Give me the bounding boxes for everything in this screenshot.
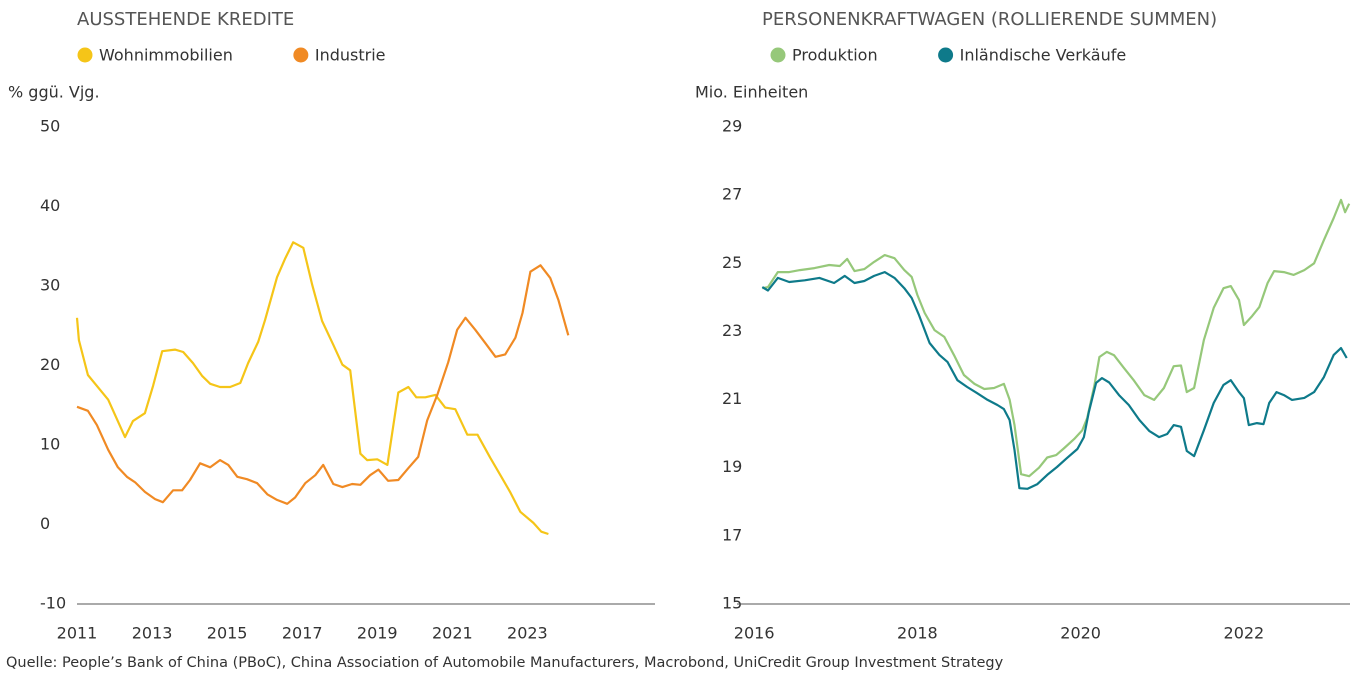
y-axis-label: % ggü. Vjg. — [8, 83, 100, 102]
legend-swatch — [77, 47, 93, 63]
y-tick-label: 40 — [40, 196, 60, 215]
legend-swatch — [293, 47, 309, 63]
y-tick-label: -10 — [40, 594, 66, 613]
y-tick-label: 27 — [722, 185, 742, 204]
x-tick-label: 2021 — [432, 624, 473, 643]
legend-label: Wohnimmobilien — [99, 46, 233, 65]
x-tick-label: 2011 — [57, 624, 98, 643]
x-tick-label: 2019 — [357, 624, 398, 643]
y-tick-label: 15 — [722, 594, 742, 613]
x-tick-label: 2018 — [897, 624, 938, 643]
x-tick-label: 2015 — [207, 624, 248, 643]
legend-swatch — [770, 47, 786, 63]
data-line — [75, 241, 549, 536]
x-tick-label: 2023 — [507, 624, 548, 643]
x-tick-label: 2017 — [282, 624, 323, 643]
y-tick-label: 23 — [722, 321, 742, 340]
y-tick-label: 0 — [40, 514, 50, 533]
y-tick-label: 20 — [40, 355, 60, 374]
data-line — [762, 198, 1351, 478]
legend-label: Inländische Verkäufe — [960, 46, 1127, 65]
chart-title: PERSONENKRAFTWAGEN (ROLLIERENDE SUMMEN) — [762, 9, 1217, 30]
y-tick-label: 19 — [722, 457, 742, 476]
y-tick-label: 29 — [722, 117, 742, 136]
legend-label: Industrie — [315, 46, 386, 65]
source-note: Quelle: People’s Bank of China (PBoC), C… — [6, 655, 1004, 671]
y-tick-label: 30 — [40, 276, 60, 295]
legend-swatch — [938, 47, 954, 63]
data-line — [76, 264, 570, 505]
y-tick-label: 25 — [722, 253, 742, 272]
y-tick-label: 10 — [40, 435, 60, 454]
x-tick-label: 2022 — [1224, 624, 1265, 643]
y-tick-label: 21 — [722, 389, 742, 408]
chart-title: AUSSTEHENDE KREDITE — [77, 9, 294, 30]
data-line — [761, 271, 1348, 490]
y-tick-label: 50 — [40, 117, 60, 136]
x-tick-label: 2020 — [1060, 624, 1101, 643]
x-tick-label: 2016 — [734, 624, 775, 643]
legend-label: Produktion — [792, 46, 878, 65]
x-tick-label: 2013 — [132, 624, 173, 643]
y-tick-label: 17 — [722, 525, 742, 544]
y-axis-label: Mio. Einheiten — [695, 83, 808, 102]
